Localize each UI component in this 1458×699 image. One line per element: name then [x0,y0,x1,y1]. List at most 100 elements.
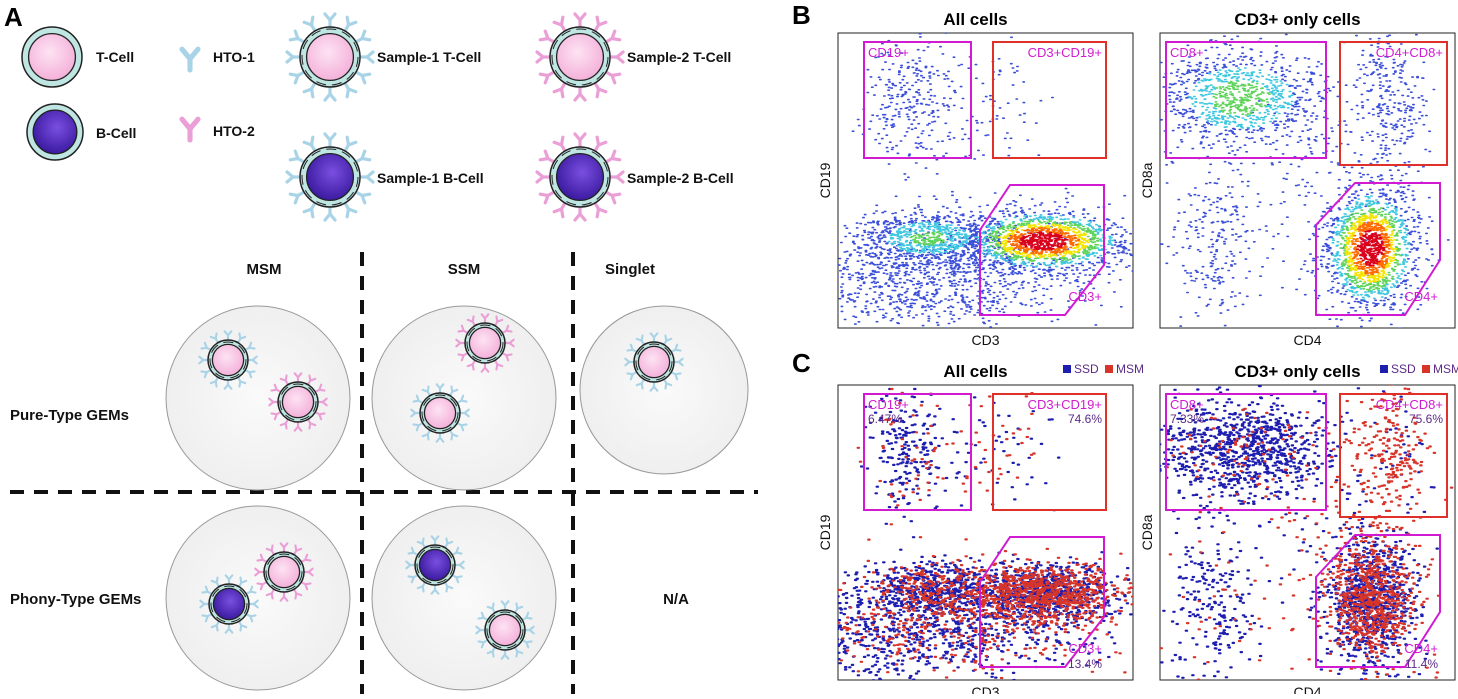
antibody [629,343,634,351]
dots [1212,80,1403,292]
antibody [249,615,254,623]
membrane-dash [421,394,459,432]
cell [254,542,314,602]
antibody [525,616,533,620]
antibody [226,330,233,337]
gate [979,536,1105,668]
antibody [240,579,248,584]
antibody [495,363,499,371]
antibody [466,363,474,368]
gate [1315,182,1441,316]
nucleus [488,613,522,647]
antibody [308,422,312,430]
antibody [477,640,485,644]
antibody [635,382,643,387]
legend-label: MSM [1116,362,1144,376]
nucleus [267,555,301,589]
gate [863,41,972,159]
antibody [360,156,372,162]
antibody [199,599,206,606]
antibody [309,135,315,147]
antibody [304,583,309,591]
antibody [309,377,317,382]
antibody [302,87,314,94]
gem [371,305,557,491]
gem [579,305,749,475]
membrane-dash [210,585,248,623]
antibody [360,36,372,42]
antibody [282,542,289,549]
plot-title: All cells [943,10,1007,29]
antibody [610,73,617,85]
antibody [578,12,587,22]
antibody [288,72,300,78]
cell [405,535,465,595]
gate [1339,41,1448,166]
antibody [500,653,507,660]
x-axis-label: CD3 [971,684,999,694]
gate-label: CD3+CD19+ [1028,397,1102,412]
not-applicable: N/A [663,591,689,608]
flow-plot: CD19+ CD3+CD19+ CD3+ 6.47% 74.6% 13.4% All cel… [817,362,1144,699]
antibody [296,372,303,379]
cell [21,26,83,88]
gate-label: CD3+ [1068,289,1102,304]
gem [371,505,557,691]
antibody [538,192,550,198]
antibody [421,433,429,438]
antibody [471,315,475,323]
membrane-dash [551,148,609,206]
gate [992,41,1107,159]
antibody [309,15,315,27]
antibody [455,338,462,345]
antibody [445,585,449,593]
antibody [573,212,582,222]
plot-title: CD3+ only cells [1234,362,1360,381]
dots [887,214,1115,268]
antibody [652,332,659,339]
flow-plot: CD8+ CD4+CD8+ CD4+ CD3+ only cells CD4 CD8a [1139,10,1456,348]
antibody [615,55,625,64]
cell [475,600,535,660]
nucleus [305,32,355,82]
antibody [328,132,337,142]
antibody [268,397,275,404]
y-axis-label: CD8a [1139,514,1155,550]
antibody [307,570,314,577]
antibody [480,366,487,373]
antibody [318,413,323,421]
x-axis-label: CD4 [1293,684,1321,694]
antibody [321,400,328,407]
membrane-dash [265,553,303,591]
antibody [284,374,288,382]
antibody [239,624,243,632]
membrane-dash [551,28,609,86]
antibody [535,50,545,59]
panel-label: A [4,2,23,32]
antibody [295,547,303,552]
y-axis-label: CD19 [817,162,833,198]
antibody [365,55,375,64]
antibody [254,567,261,574]
antibody [187,46,201,62]
gate-percent: 11.4% [1405,657,1438,671]
antibody [503,600,510,607]
antibody [346,140,358,147]
legend-swatch [1380,365,1388,373]
antibody [252,602,259,609]
plot-frame [837,32,1134,329]
antibody [293,425,300,432]
cell [535,132,625,222]
antibody [438,383,445,390]
antibody [610,193,617,205]
antibody [198,355,205,362]
nucleus [423,396,457,430]
antibody [405,560,412,567]
antibody [328,12,337,22]
antibody [285,170,295,179]
dots [1350,221,1391,276]
antibody [483,313,490,320]
panel-label: C [792,348,811,378]
antibody [415,394,420,402]
antibody [323,92,332,102]
